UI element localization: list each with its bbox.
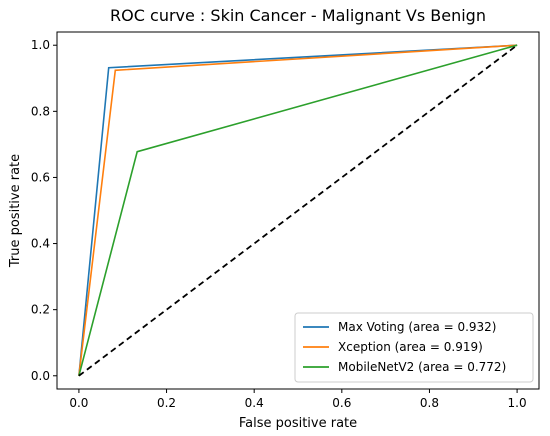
x-tick-label: 1.0 xyxy=(508,396,527,410)
y-tick-label: 0.2 xyxy=(31,303,50,317)
y-tick-label: 0.6 xyxy=(31,170,50,184)
x-tick-label: 0.8 xyxy=(420,396,439,410)
legend-label-1: Max Voting (area = 0.932) xyxy=(338,320,496,334)
y-tick-label: 0.4 xyxy=(31,237,50,251)
x-tick-label: 0.4 xyxy=(245,396,264,410)
x-axis-ticks: 0.0 0.2 0.4 0.6 0.8 1.0 xyxy=(69,389,527,410)
x-tick-label: 0.2 xyxy=(157,396,176,410)
legend-label-2: Xception (area = 0.919) xyxy=(338,340,483,354)
y-tick-label: 0.0 xyxy=(31,369,50,383)
legend-box xyxy=(294,312,534,383)
x-tick-label: 0.6 xyxy=(332,396,351,410)
y-axis-ticks: 0.0 0.2 0.4 0.6 0.8 1.0 xyxy=(31,38,57,383)
y-tick-label: 0.8 xyxy=(31,104,50,118)
chart-title: ROC curve : Skin Cancer - Malignant Vs B… xyxy=(110,6,486,25)
series-line-3 xyxy=(78,44,518,377)
x-axis-label: False positive rate xyxy=(239,416,357,431)
series-line-1 xyxy=(78,44,518,376)
y-axis-label: True positive rate xyxy=(8,154,23,268)
y-tick-label: 1.0 xyxy=(31,38,50,52)
x-tick-label: 0.0 xyxy=(69,396,88,410)
plot-frame xyxy=(56,31,540,390)
legend-label-3: MobileNetV2 (area = 0.772) xyxy=(338,360,506,374)
reference-diagonal-line xyxy=(78,44,518,377)
series-line-2 xyxy=(78,44,518,376)
curves-group xyxy=(78,44,518,377)
legend: Max Voting (area = 0.932) Xception (area … xyxy=(294,312,534,383)
